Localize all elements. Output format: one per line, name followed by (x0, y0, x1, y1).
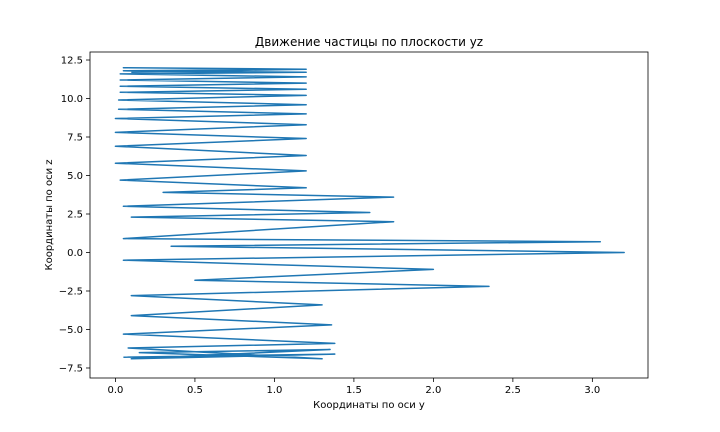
plot-frame (89, 51, 649, 379)
x-tick-label: 1.5 (346, 385, 362, 396)
x-tick-label: 1.0 (266, 385, 282, 396)
x-tick-label: 0.5 (187, 385, 203, 396)
y-tick-label: 0.0 (67, 248, 83, 259)
chart-title: Движение частицы по плоскости yz (255, 35, 483, 49)
x-tick-label: 3.0 (584, 385, 600, 396)
y-tick-label: 5.0 (67, 171, 83, 182)
x-tick-label: 2.5 (505, 385, 521, 396)
x-axis-label: Координаты по оси y (313, 400, 425, 411)
y-tick-label: 2.5 (67, 209, 83, 220)
y-tick-label: −2.5 (59, 286, 83, 297)
x-tick-label: 2.0 (425, 385, 441, 396)
x-tick-label: 0.0 (107, 385, 123, 396)
y-tick-label: −7.5 (59, 363, 83, 374)
y-axis-label: Координаты по оси z (44, 159, 55, 270)
y-tick-label: 12.5 (61, 56, 83, 67)
y-tick-label: 7.5 (67, 133, 83, 144)
y-tick-label: −5.0 (59, 325, 83, 336)
line (114, 66, 625, 360)
y-tick-label: 10.0 (61, 94, 83, 105)
